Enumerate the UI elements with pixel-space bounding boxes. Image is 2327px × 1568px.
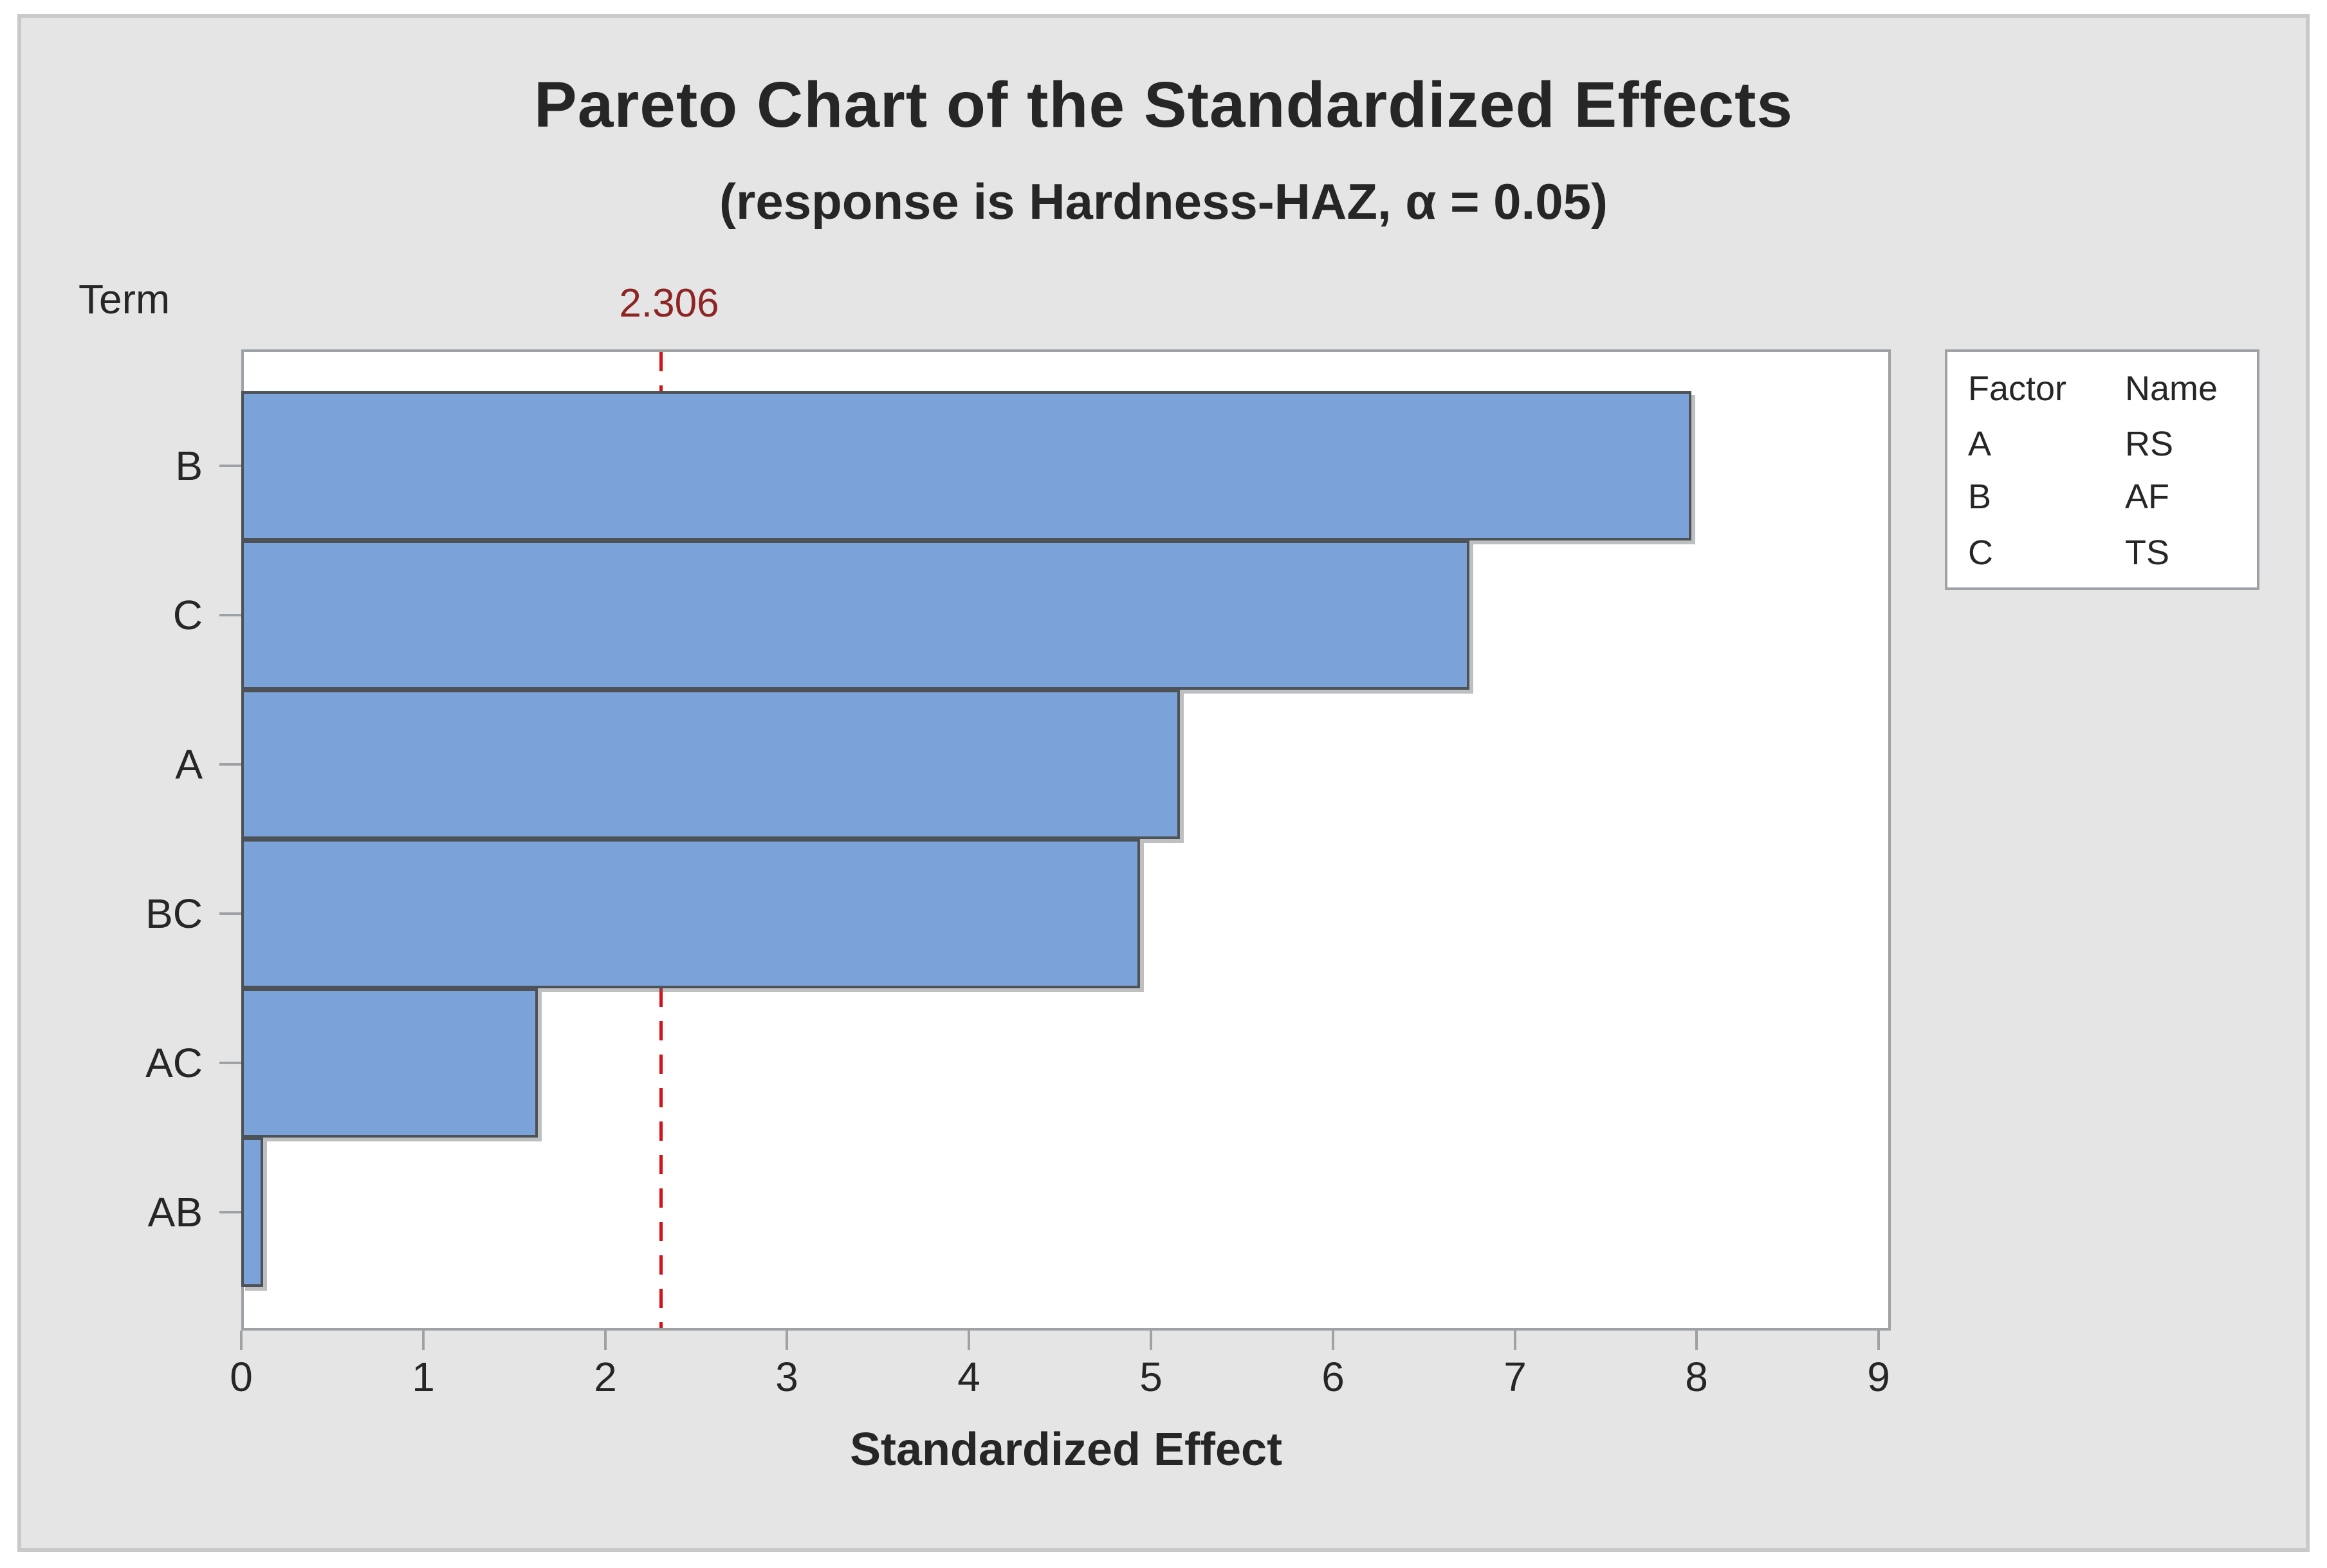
legend-row-B: B AF <box>1968 477 2169 516</box>
x-tick-0 <box>240 1331 243 1350</box>
bar-AC <box>241 988 538 1138</box>
category-label-BC: BC <box>145 890 203 937</box>
legend-box: Factor Name A RS B AF C TS <box>1945 349 2259 590</box>
bar-BC <box>241 839 1140 988</box>
category-label-C: C <box>172 592 203 638</box>
chart-subtitle: (response is Hardness-HAZ, α = 0.05) <box>719 173 1608 230</box>
x-tick-5 <box>1150 1331 1152 1350</box>
category-label-AB: AB <box>147 1189 203 1235</box>
x-tick-label-5: 5 <box>1139 1354 1163 1400</box>
x-tick-label-4: 4 <box>957 1354 980 1400</box>
bar-B <box>241 391 1691 540</box>
y-tick-AC <box>219 1062 241 1064</box>
legend-header-row: Factor Name <box>1968 369 2218 408</box>
legend-name: AF <box>2125 477 2170 516</box>
y-tick-A <box>219 763 241 766</box>
legend-factor: A <box>1968 425 1992 463</box>
x-tick-label-7: 7 <box>1504 1354 1527 1400</box>
y-tick-C <box>219 614 241 616</box>
x-tick-1 <box>422 1331 425 1350</box>
y-axis-title: Term <box>78 276 170 322</box>
x-tick-7 <box>1514 1331 1516 1350</box>
x-tick-4 <box>968 1331 970 1350</box>
bar-A <box>241 690 1180 839</box>
reference-line-label: 2.306 <box>619 281 719 326</box>
y-tick-BC <box>219 912 241 915</box>
bar-AB <box>241 1138 263 1287</box>
y-tick-AB <box>219 1211 241 1213</box>
x-tick-6 <box>1332 1331 1334 1350</box>
chart-title: Pareto Chart of the Standardized Effects <box>534 69 1793 141</box>
x-tick-3 <box>786 1331 788 1350</box>
legend-row-C: C TS <box>1968 533 2169 572</box>
x-tick-label-3: 3 <box>775 1354 798 1400</box>
legend-header-name: Name <box>2125 369 2218 408</box>
legend-name: TS <box>2125 533 2170 572</box>
category-label-A: A <box>175 741 203 788</box>
x-tick-label-2: 2 <box>594 1354 617 1400</box>
legend-name: RS <box>2125 425 2174 463</box>
legend-factor: B <box>1968 477 1992 516</box>
x-axis-title: Standardized Effect <box>849 1424 1283 1475</box>
x-tick-label-0: 0 <box>230 1354 253 1400</box>
bar-C <box>241 540 1469 690</box>
x-tick-label-8: 8 <box>1685 1354 1708 1400</box>
y-tick-B <box>219 465 241 467</box>
x-tick-label-1: 1 <box>412 1354 435 1400</box>
plot-area <box>241 349 1891 1331</box>
x-tick-9 <box>1877 1331 1880 1350</box>
x-tick-label-9: 9 <box>1867 1354 1890 1400</box>
category-label-AC: AC <box>145 1040 203 1086</box>
x-tick-8 <box>1695 1331 1698 1350</box>
legend-header-factor: Factor <box>1968 369 2067 408</box>
legend-row-A: A RS <box>1968 425 2173 463</box>
legend-factor: C <box>1968 533 1993 572</box>
x-tick-2 <box>604 1331 607 1350</box>
category-label-B: B <box>175 443 203 489</box>
x-tick-label-6: 6 <box>1321 1354 1345 1400</box>
